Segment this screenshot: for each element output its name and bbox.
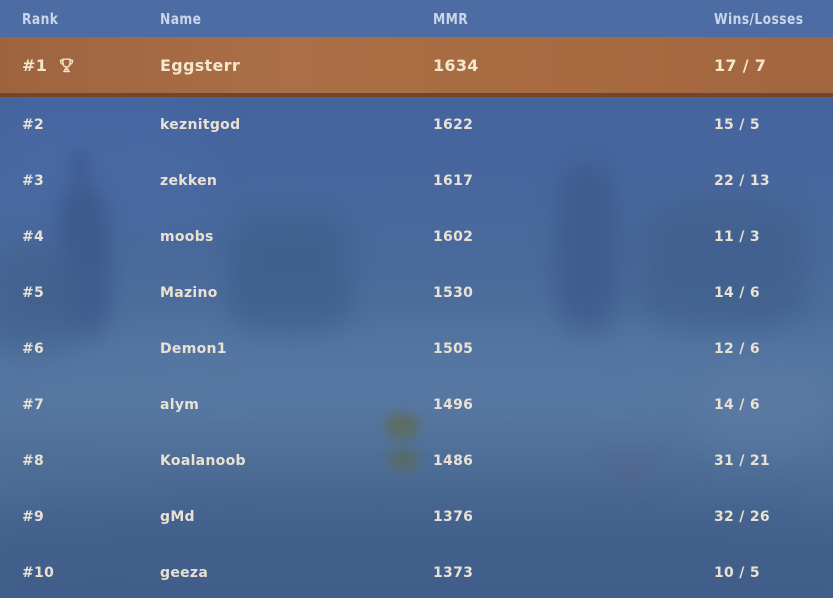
rank-cell: #6 <box>22 341 160 357</box>
player-name: geeza <box>160 565 209 581</box>
mmr-value: 1634 <box>433 55 479 75</box>
trophy-icon <box>57 56 76 75</box>
rank-cell: #1 <box>22 56 160 75</box>
column-header-mmr: MMR <box>433 9 469 28</box>
table-row[interactable]: #6 Demon1 1505 12 / 6 <box>0 321 833 377</box>
bg-olive-smudge <box>386 414 418 438</box>
table-row[interactable]: #1 Eggsterr 1634 17 / 7 <box>0 37 833 97</box>
player-name: Koalanoob <box>160 453 246 469</box>
rank-cell: #10 <box>22 565 160 581</box>
rank-label: #10 <box>22 565 55 581</box>
wins-losses-value: 15 / 5 <box>714 117 760 133</box>
rank-label: #7 <box>22 397 45 413</box>
bg-tower-spire <box>72 148 88 218</box>
rank-label: #3 <box>22 173 45 189</box>
rank-label: #1 <box>22 55 48 75</box>
column-header-rank: Rank <box>22 9 59 28</box>
rank-cell: #3 <box>22 173 160 189</box>
rank-cell: #5 <box>22 285 160 301</box>
table-row[interactable]: #7 alym 1496 14 / 6 <box>0 377 833 433</box>
mmr-value: 1622 <box>433 117 474 133</box>
wins-losses-value: 31 / 21 <box>714 453 770 469</box>
table-row[interactable]: #4 moobs 1602 11 / 3 <box>0 209 833 265</box>
wins-losses-value: 32 / 26 <box>714 509 770 525</box>
player-name: zekken <box>160 173 218 189</box>
bg-sky-light-patch <box>0 100 210 220</box>
table-body: #1 Eggsterr 1634 17 / 7 #2 <box>0 37 833 598</box>
wins-losses-value: 14 / 6 <box>714 397 760 413</box>
bg-haze-band <box>0 330 833 425</box>
column-header-name: Name <box>160 9 202 28</box>
player-name: Demon1 <box>160 341 227 357</box>
rank-cell: #9 <box>22 509 160 525</box>
mmr-value: 1496 <box>433 397 474 413</box>
bg-buildings-left <box>0 250 80 360</box>
bg-buildings-center <box>228 212 353 337</box>
mmr-value: 1376 <box>433 509 474 525</box>
bg-building-tall <box>556 162 618 337</box>
rank-label: #2 <box>22 117 45 133</box>
table-row[interactable]: #2 keznitgod 1622 15 / 5 <box>0 97 833 153</box>
rank-cell: #4 <box>22 229 160 245</box>
bg-buildings-right <box>638 198 808 333</box>
rank-label: #6 <box>22 341 45 357</box>
mmr-value: 1602 <box>433 229 474 245</box>
player-name: gMd <box>160 509 195 525</box>
wins-losses-value: 22 / 13 <box>714 173 770 189</box>
mmr-value: 1530 <box>433 285 474 301</box>
rank-cell: #2 <box>22 117 160 133</box>
table-row[interactable]: #8 Koalanoob 1486 31 / 21 <box>0 433 833 489</box>
wins-losses-value: 17 / 7 <box>714 55 767 75</box>
table-header: Rank Name MMR Wins/Losses <box>0 0 833 37</box>
player-name: Eggsterr <box>160 55 241 75</box>
wins-losses-value: 11 / 3 <box>714 229 760 245</box>
rank-label: #5 <box>22 285 45 301</box>
bg-lavender-smudge <box>600 452 660 482</box>
mmr-value: 1617 <box>433 173 474 189</box>
column-header-wins-losses: Wins/Losses <box>714 9 804 28</box>
mmr-value: 1486 <box>433 453 474 469</box>
mmr-value: 1505 <box>433 341 474 357</box>
wins-losses-value: 10 / 5 <box>714 565 760 581</box>
rank-label: #4 <box>22 229 45 245</box>
rank-cell: #7 <box>22 397 160 413</box>
table-row[interactable]: #3 zekken 1617 22 / 13 <box>0 153 833 209</box>
rank-label: #9 <box>22 509 45 525</box>
bg-olive-smudge <box>390 450 418 470</box>
wins-losses-value: 12 / 6 <box>714 341 760 357</box>
player-name: keznitgod <box>160 117 241 133</box>
rank-label: #8 <box>22 453 45 469</box>
table-row[interactable]: #5 Mazino 1530 14 / 6 <box>0 265 833 321</box>
player-name: moobs <box>160 229 214 245</box>
table-row[interactable]: #10 geeza 1373 10 / 5 <box>0 545 833 598</box>
player-name: alym <box>160 397 200 413</box>
mmr-value: 1373 <box>433 565 474 581</box>
rank-cell: #8 <box>22 453 160 469</box>
player-name: Mazino <box>160 285 218 301</box>
bg-bottom-shade <box>0 492 833 598</box>
wins-losses-value: 14 / 6 <box>714 285 760 301</box>
bg-haze-right <box>700 372 830 457</box>
table-row[interactable]: #9 gMd 1376 32 / 26 <box>0 489 833 545</box>
